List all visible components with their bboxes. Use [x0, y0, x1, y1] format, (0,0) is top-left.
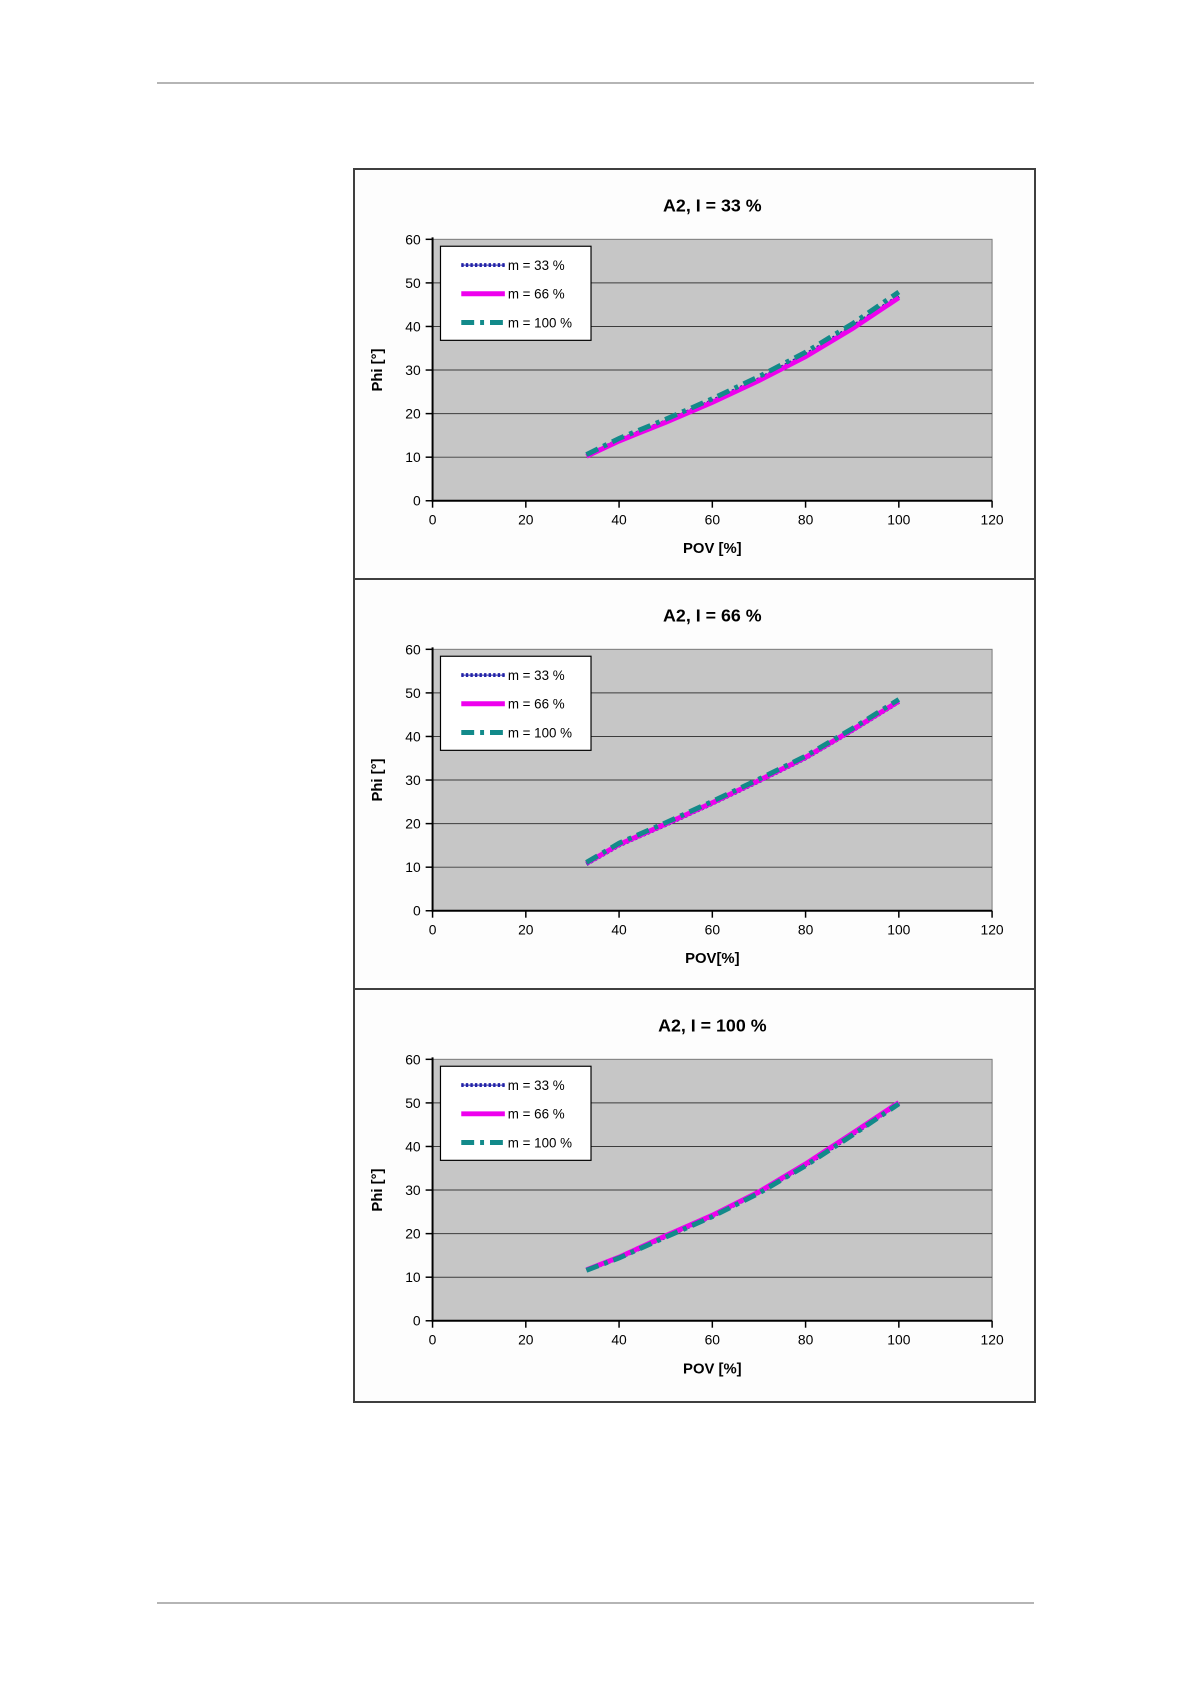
chart-a2-i33: 0 10 20 30 40 50 60 0 20 40 60 80 100 120 m = 33 % m = …: [370, 196, 1004, 558]
chart-title: A2, I = 33 %: [663, 196, 762, 216]
y-tick-label: 20: [405, 1226, 421, 1242]
x-tick-label: 60: [705, 922, 721, 938]
legend-label: m = 66 %: [508, 697, 565, 712]
legend-label: m = 100 %: [508, 1135, 572, 1150]
y-tick-label: 50: [405, 275, 421, 291]
x-axis-label: POV[%]: [685, 951, 739, 967]
x-tick-label: 0: [429, 922, 437, 938]
y-tick-label: 20: [405, 406, 421, 422]
chart-a2-i66: 0 10 20 30 40 50 60 0 20 40 60 80 100 120 m = 33 % m = …: [370, 606, 1004, 968]
y-tick-label: 10: [405, 859, 421, 875]
chart-a2-i100: 0 10 20 30 40 50 60 0 20 40 60 80 100 120 m = 33 % m = …: [370, 1016, 1004, 1378]
y-axis-label: Phi [°]: [370, 1168, 386, 1211]
x-tick-label: 60: [705, 1332, 721, 1348]
x-tick-label: 0: [429, 1332, 437, 1348]
y-tick-label: 40: [405, 318, 421, 334]
x-tick-label: 20: [518, 1332, 534, 1348]
y-tick-label: 30: [405, 362, 421, 378]
page-header-rule: [157, 82, 1034, 84]
y-axis-label: Phi [°]: [370, 348, 386, 391]
legend-label: m = 66 %: [508, 287, 565, 302]
legend-label: m = 66 %: [508, 1107, 565, 1122]
y-tick-label: 60: [405, 1051, 421, 1067]
page-footer-rule: [157, 1602, 1034, 1604]
series-line-m100m: [585, 1101, 901, 1273]
x-tick-label: 100: [887, 922, 910, 938]
y-axis-label: Phi [°]: [370, 758, 386, 801]
x-tick-label: 20: [518, 922, 534, 938]
y-tick-label: 30: [405, 1182, 421, 1198]
legend-label: m = 33 %: [508, 668, 565, 683]
y-tick-label: 50: [405, 1095, 421, 1111]
x-tick-label: 80: [798, 512, 814, 528]
x-tick-label: 80: [798, 1332, 814, 1348]
y-tick-label: 60: [405, 641, 421, 657]
y-tick-label: 10: [405, 1269, 421, 1285]
y-tick-label: 40: [405, 1138, 421, 1154]
series-line-m100m: [585, 289, 901, 457]
x-tick-label: 120: [981, 1332, 1004, 1348]
x-tick-label: 0: [429, 512, 437, 528]
chart-panel-a2-i100: 0 10 20 30 40 50 60 0 20 40 60 80 100 120 m = 33 % m = …: [353, 988, 1036, 1403]
chart-title: A2, I = 100 %: [658, 1016, 767, 1036]
x-tick-label: 120: [981, 922, 1004, 938]
series-line-m66m: [585, 295, 901, 459]
legend-label: m = 33 %: [508, 258, 565, 273]
x-axis-label: POV [%]: [683, 541, 742, 557]
series-line-m100m: [585, 697, 901, 865]
x-tick-label: 40: [611, 1332, 627, 1348]
legend-label: m = 33 %: [508, 1078, 565, 1093]
chart-title: A2, I = 66 %: [663, 606, 762, 626]
x-tick-label: 120: [981, 512, 1004, 528]
y-tick-label: 20: [405, 816, 421, 832]
y-tick-label: 0: [413, 903, 421, 919]
legend-label: m = 100 %: [508, 725, 572, 740]
y-tick-label: 40: [405, 728, 421, 744]
x-tick-label: 20: [518, 512, 534, 528]
chart-panel-a2-i66: 0 10 20 30 40 50 60 0 20 40 60 80 100 120 m = 33 % m = …: [353, 578, 1036, 990]
x-tick-label: 100: [887, 512, 910, 528]
y-tick-label: 50: [405, 685, 421, 701]
y-tick-label: 30: [405, 772, 421, 788]
y-tick-label: 0: [413, 493, 421, 509]
y-tick-label: 60: [405, 231, 421, 247]
x-tick-label: 80: [798, 922, 814, 938]
x-tick-label: 100: [887, 1332, 910, 1348]
x-tick-label: 40: [611, 512, 627, 528]
y-tick-label: 10: [405, 449, 421, 465]
legend-label: m = 100 %: [508, 315, 572, 330]
chart-panel-a2-i33: 0 10 20 30 40 50 60 0 20 40 60 80 100 120 m = 33 % m = …: [353, 168, 1036, 580]
y-tick-label: 0: [413, 1313, 421, 1329]
x-axis-label: POV [%]: [683, 1361, 742, 1377]
x-tick-label: 60: [705, 512, 721, 528]
x-tick-label: 40: [611, 922, 627, 938]
